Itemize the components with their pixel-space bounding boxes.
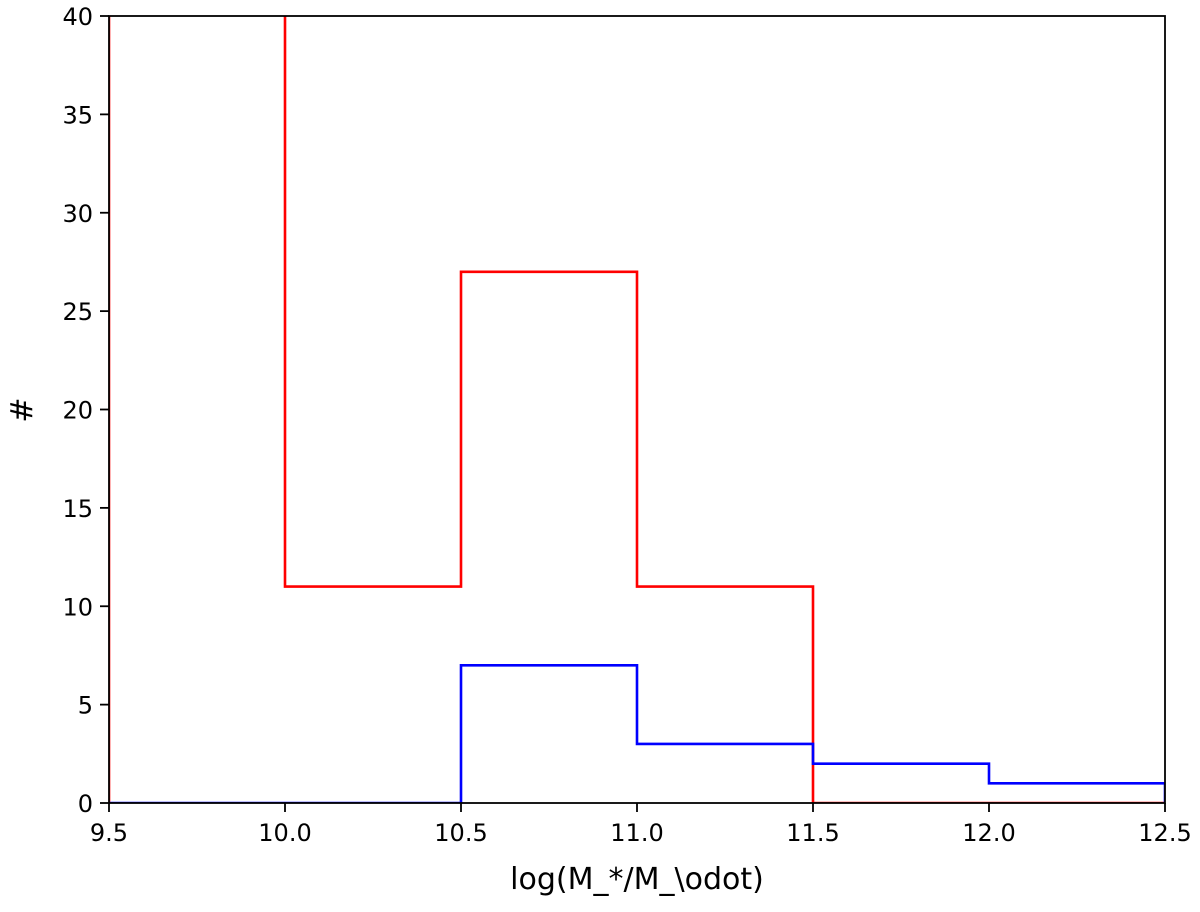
x-tick-label: 12.5 <box>1138 819 1191 847</box>
x-tick-label: 10.0 <box>258 819 311 847</box>
y-tick-label: 35 <box>62 101 93 129</box>
x-tick-label: 11.0 <box>610 819 663 847</box>
x-axis-label: log(M_*/M_\odot) <box>510 862 764 897</box>
histogram-series-2 <box>109 663 1165 803</box>
histogram-series-1 <box>109 16 1165 803</box>
y-tick-label: 30 <box>62 200 93 228</box>
x-tick-label: 9.5 <box>90 819 128 847</box>
y-tick-label: 20 <box>62 397 93 425</box>
y-tick-label: 5 <box>78 692 93 720</box>
y-tick-label: 0 <box>78 790 93 818</box>
x-tick-label: 10.5 <box>434 819 487 847</box>
x-tick-label: 12.0 <box>962 819 1015 847</box>
y-tick-label: 15 <box>62 495 93 523</box>
x-tick-label: 11.5 <box>786 819 839 847</box>
ticks-layer: 9.5 10.0 10.5 11.0 11.5 12.0 12.5 0 5 10 15 20 25 30 3… <box>62 3 1191 847</box>
y-tick-label: 40 <box>62 3 93 31</box>
y-tick-label: 25 <box>62 298 93 326</box>
series-layer <box>109 16 1165 803</box>
y-tick-label: 10 <box>62 593 93 621</box>
y-axis-label: # <box>5 397 40 422</box>
